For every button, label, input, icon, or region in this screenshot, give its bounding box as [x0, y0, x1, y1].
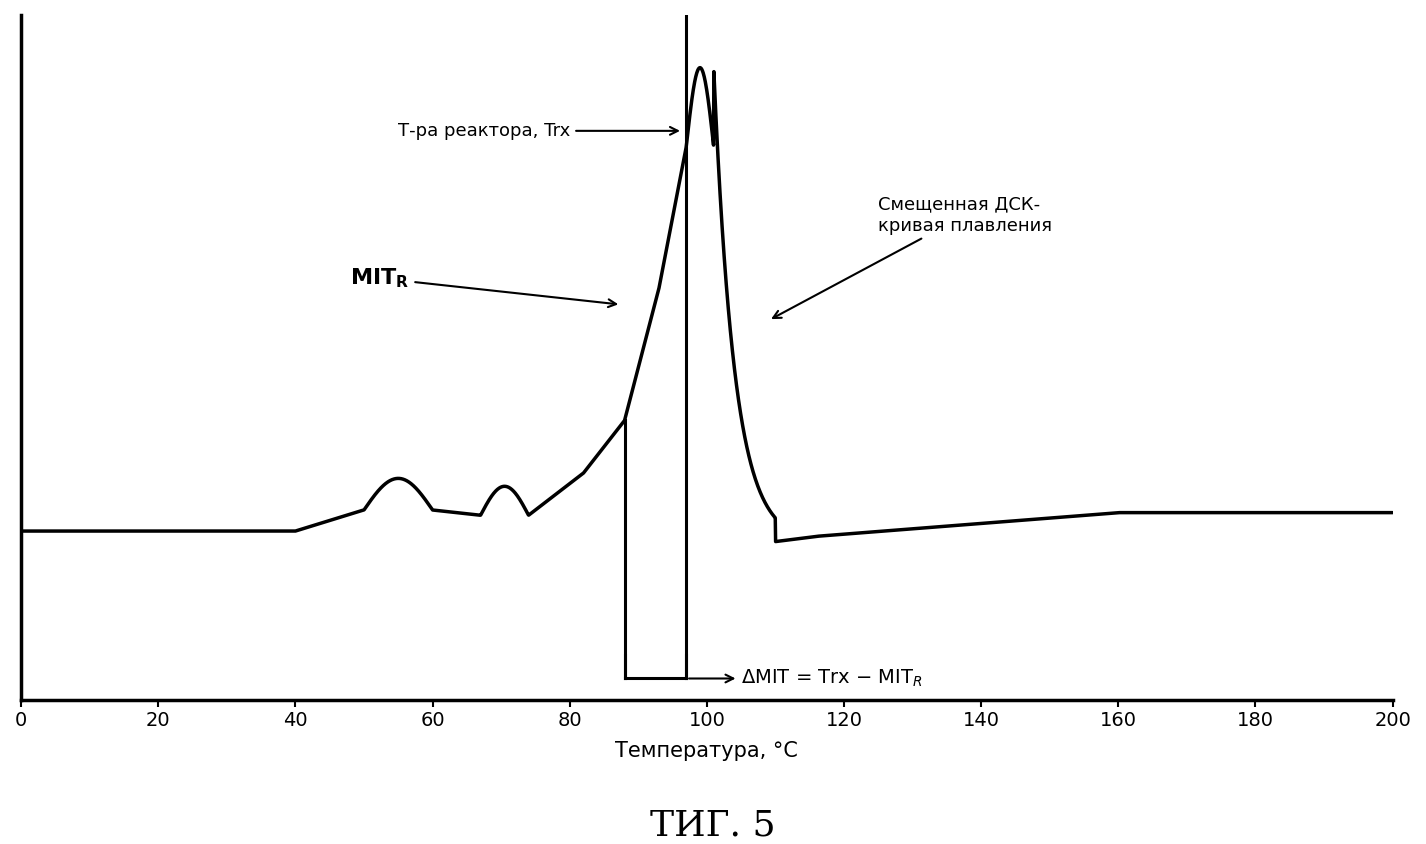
X-axis label: Температура, °C: Температура, °C [616, 742, 799, 761]
Text: Т-ра реактора, Trx: Т-ра реактора, Trx [398, 122, 677, 140]
Text: Смещенная ДСК-
кривая плавления: Смещенная ДСК- кривая плавления [773, 196, 1052, 318]
Text: $\mathbf{MIT_R}$: $\mathbf{MIT_R}$ [351, 267, 616, 307]
Text: ΤИГ. 5: ΤИГ. 5 [650, 809, 776, 842]
Text: $\Delta$MIT = Trx $-$ MIT$_R$: $\Delta$MIT = Trx $-$ MIT$_R$ [689, 668, 923, 690]
